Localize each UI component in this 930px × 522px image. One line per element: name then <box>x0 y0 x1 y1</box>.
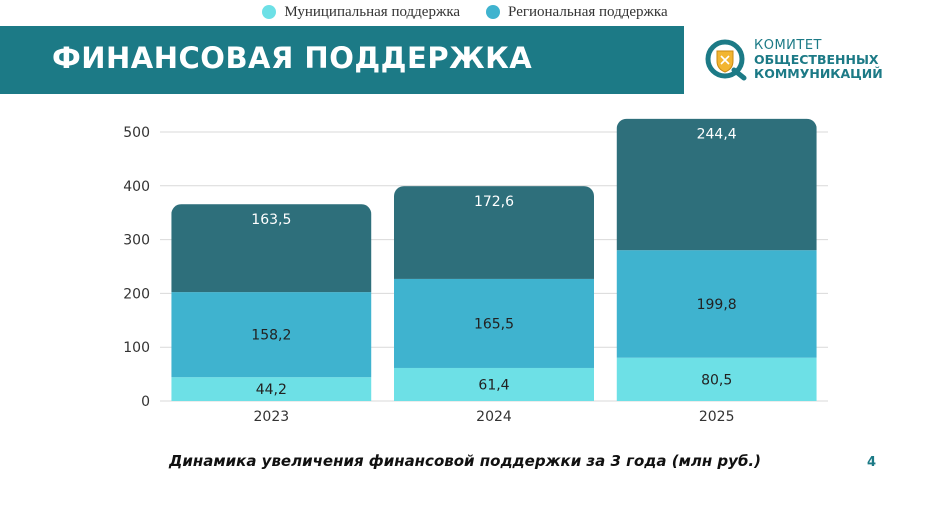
legend-swatch-municipal <box>262 5 277 19</box>
committee-logo: КОМИТЕТ ОБЩЕСТВЕННЫХ КОММУНИКАЦИЙ <box>684 26 930 94</box>
bar-segment-2024-1 <box>394 367 594 401</box>
y-tick-label: 0 <box>141 394 150 410</box>
data-label: 61,4 <box>478 377 509 393</box>
data-label: 158,2 <box>251 328 291 344</box>
stacked-bar-chart: 0 100 200 300 400 500 44,2 158,2 163,5 2023 61,4 16… <box>123 118 828 425</box>
bar-segment-2023-1 <box>171 377 372 401</box>
bar-segment-2024-2 <box>394 278 594 368</box>
legend-label-regional: Региональная поддержка <box>508 3 668 20</box>
data-label: 44,2 <box>256 382 287 398</box>
y-tick-label: 400 <box>123 179 150 195</box>
legend-label-municipal: Муниципальная поддержка <box>284 3 461 20</box>
bar-segment-2025-3 <box>616 118 817 251</box>
x-tick-label: 2024 <box>476 409 512 425</box>
logo-line-3: КОММУНИКАЦИЙ <box>754 66 883 81</box>
bar-segment-2023-2 <box>171 292 372 378</box>
title-banner: ФИНАНСОВАЯ ПОДДЕРЖКА <box>0 26 684 94</box>
legend-item-regional: Региональная поддержка <box>486 4 668 21</box>
logo-line-2: ОБЩЕСТВЕННЫХ <box>754 52 879 67</box>
data-label: 172,6 <box>474 194 514 210</box>
data-label: 244,4 <box>697 127 737 143</box>
bar-segment-2024-3 <box>394 186 594 279</box>
legend-item-municipal: Муниципальная поддержка <box>262 4 460 21</box>
page-title: ФИНАНСОВАЯ ПОДДЕРЖКА <box>52 41 533 75</box>
x-tick-label: 2025 <box>699 409 735 425</box>
y-tick-label: 200 <box>123 286 150 302</box>
x-tick-label: 2023 <box>254 409 290 425</box>
chart-title: Динамика увеличения финансовой поддержки… <box>169 452 761 470</box>
logo-line-1: КОМИТЕТ <box>754 38 822 53</box>
data-label: 163,5 <box>251 212 291 228</box>
logo-text: КОМИТЕТ ОБЩЕСТВЕННЫХ КОММУНИКАЦИЙ <box>754 39 883 81</box>
page-number: 4 <box>867 455 877 470</box>
legend-swatch-regional <box>486 5 501 19</box>
chart-legend: Муниципальная поддержка Региональная под… <box>0 0 930 24</box>
data-label: 199,8 <box>697 297 737 313</box>
data-label: 80,5 <box>701 372 732 388</box>
committee-logo-icon <box>705 39 747 81</box>
y-tick-label: 500 <box>123 125 150 141</box>
bar-segment-2025-2 <box>616 250 817 358</box>
bar-segment-2025-1 <box>616 357 817 401</box>
y-tick-label: 100 <box>123 340 150 356</box>
y-tick-label: 300 <box>123 233 150 249</box>
bar-segment-2023-3 <box>171 204 372 293</box>
data-label: 165,5 <box>474 316 514 332</box>
